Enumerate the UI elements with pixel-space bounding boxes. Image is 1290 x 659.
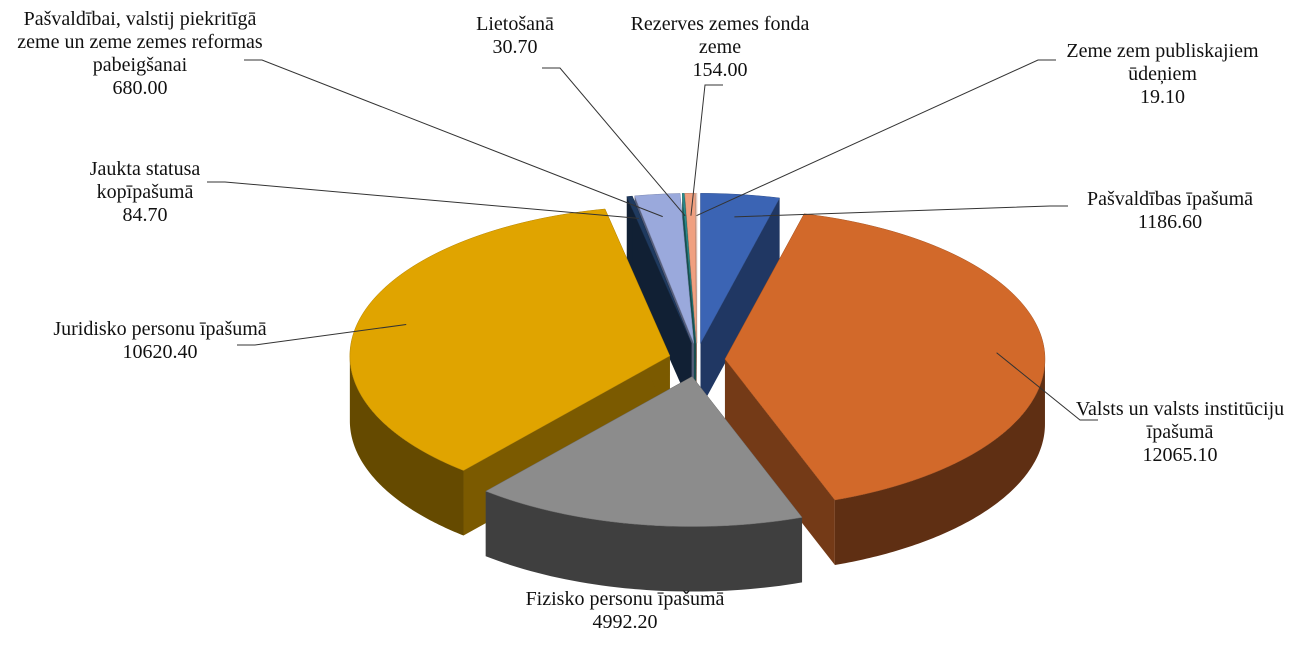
slice-top bbox=[684, 192, 697, 344]
data-label: Valsts un valsts institūciju īpašumā 1206… bbox=[1070, 398, 1290, 467]
leader-line bbox=[734, 205, 1068, 218]
slice-top bbox=[626, 195, 692, 344]
leader-line bbox=[542, 67, 686, 217]
data-label: Pašvaldības īpašumā 1186.60 bbox=[1055, 188, 1285, 234]
label-name: Zeme zem publiskajiem ūdeņiem bbox=[1066, 40, 1259, 85]
label-name: Rezerves zemes fonda zeme bbox=[630, 13, 810, 58]
data-label: Juridisko personu īpašumā 10620.40 bbox=[30, 318, 290, 364]
slice-side bbox=[834, 359, 1045, 566]
slice-top bbox=[695, 192, 698, 344]
label-name: Pašvaldības īpašumā bbox=[1086, 188, 1254, 210]
leader-line bbox=[244, 59, 663, 218]
slice-cut-face bbox=[700, 197, 780, 409]
slice-top bbox=[485, 376, 803, 527]
leader-line bbox=[696, 59, 1056, 217]
slice-top bbox=[724, 213, 1046, 501]
leader-line bbox=[996, 352, 1098, 421]
slice bbox=[724, 213, 1046, 566]
data-label: Rezerves zemes fonda zeme 154.00 bbox=[610, 13, 830, 82]
label-value: 10620.40 bbox=[122, 341, 198, 363]
slice bbox=[485, 376, 803, 592]
label-name: Lietošanā bbox=[476, 13, 554, 35]
slice-top bbox=[681, 193, 697, 344]
data-label: Pašvaldībai, valstij piekritīgā zeme un … bbox=[10, 8, 270, 100]
label-name: Pašvaldībai, valstij piekritīgā zeme un … bbox=[17, 8, 263, 76]
leader-line bbox=[237, 324, 407, 346]
label-value: 680.00 bbox=[112, 77, 168, 99]
slice-top bbox=[700, 193, 781, 344]
label-value: 30.70 bbox=[492, 36, 538, 58]
slice-top bbox=[349, 208, 671, 471]
slice-cut-face bbox=[632, 196, 692, 409]
leader-line bbox=[690, 84, 723, 216]
label-name: Jaukta statusa kopīpašumā bbox=[89, 158, 201, 203]
label-value: 1186.60 bbox=[1137, 211, 1203, 233]
label-name: Fizisko personu īpašumā bbox=[525, 588, 725, 610]
slice-top bbox=[634, 193, 695, 344]
data-label: Zeme zem publiskajiem ūdeņiem 19.10 bbox=[1035, 40, 1290, 109]
slice bbox=[700, 193, 781, 409]
label-name: Juridisko personu īpašumā bbox=[53, 318, 267, 340]
leader-line bbox=[207, 181, 639, 219]
label-value: 12065.10 bbox=[1142, 444, 1218, 466]
label-value: 154.00 bbox=[692, 59, 748, 81]
label-value: 4992.20 bbox=[592, 611, 658, 633]
data-label: Lietošanā 30.70 bbox=[440, 13, 590, 59]
data-label: Jaukta statusa kopīpašumā 84.70 bbox=[40, 158, 250, 227]
data-label: Fizisko personu īpašumā 4992.20 bbox=[510, 588, 740, 634]
slice-cut-face bbox=[724, 359, 835, 566]
slice-side bbox=[485, 491, 803, 592]
label-value: 19.10 bbox=[1140, 86, 1185, 108]
slice-side bbox=[349, 355, 464, 536]
label-name: Valsts un valsts institūciju īpašumā bbox=[1075, 398, 1285, 443]
slice bbox=[626, 195, 692, 409]
label-value: 84.70 bbox=[122, 204, 168, 226]
